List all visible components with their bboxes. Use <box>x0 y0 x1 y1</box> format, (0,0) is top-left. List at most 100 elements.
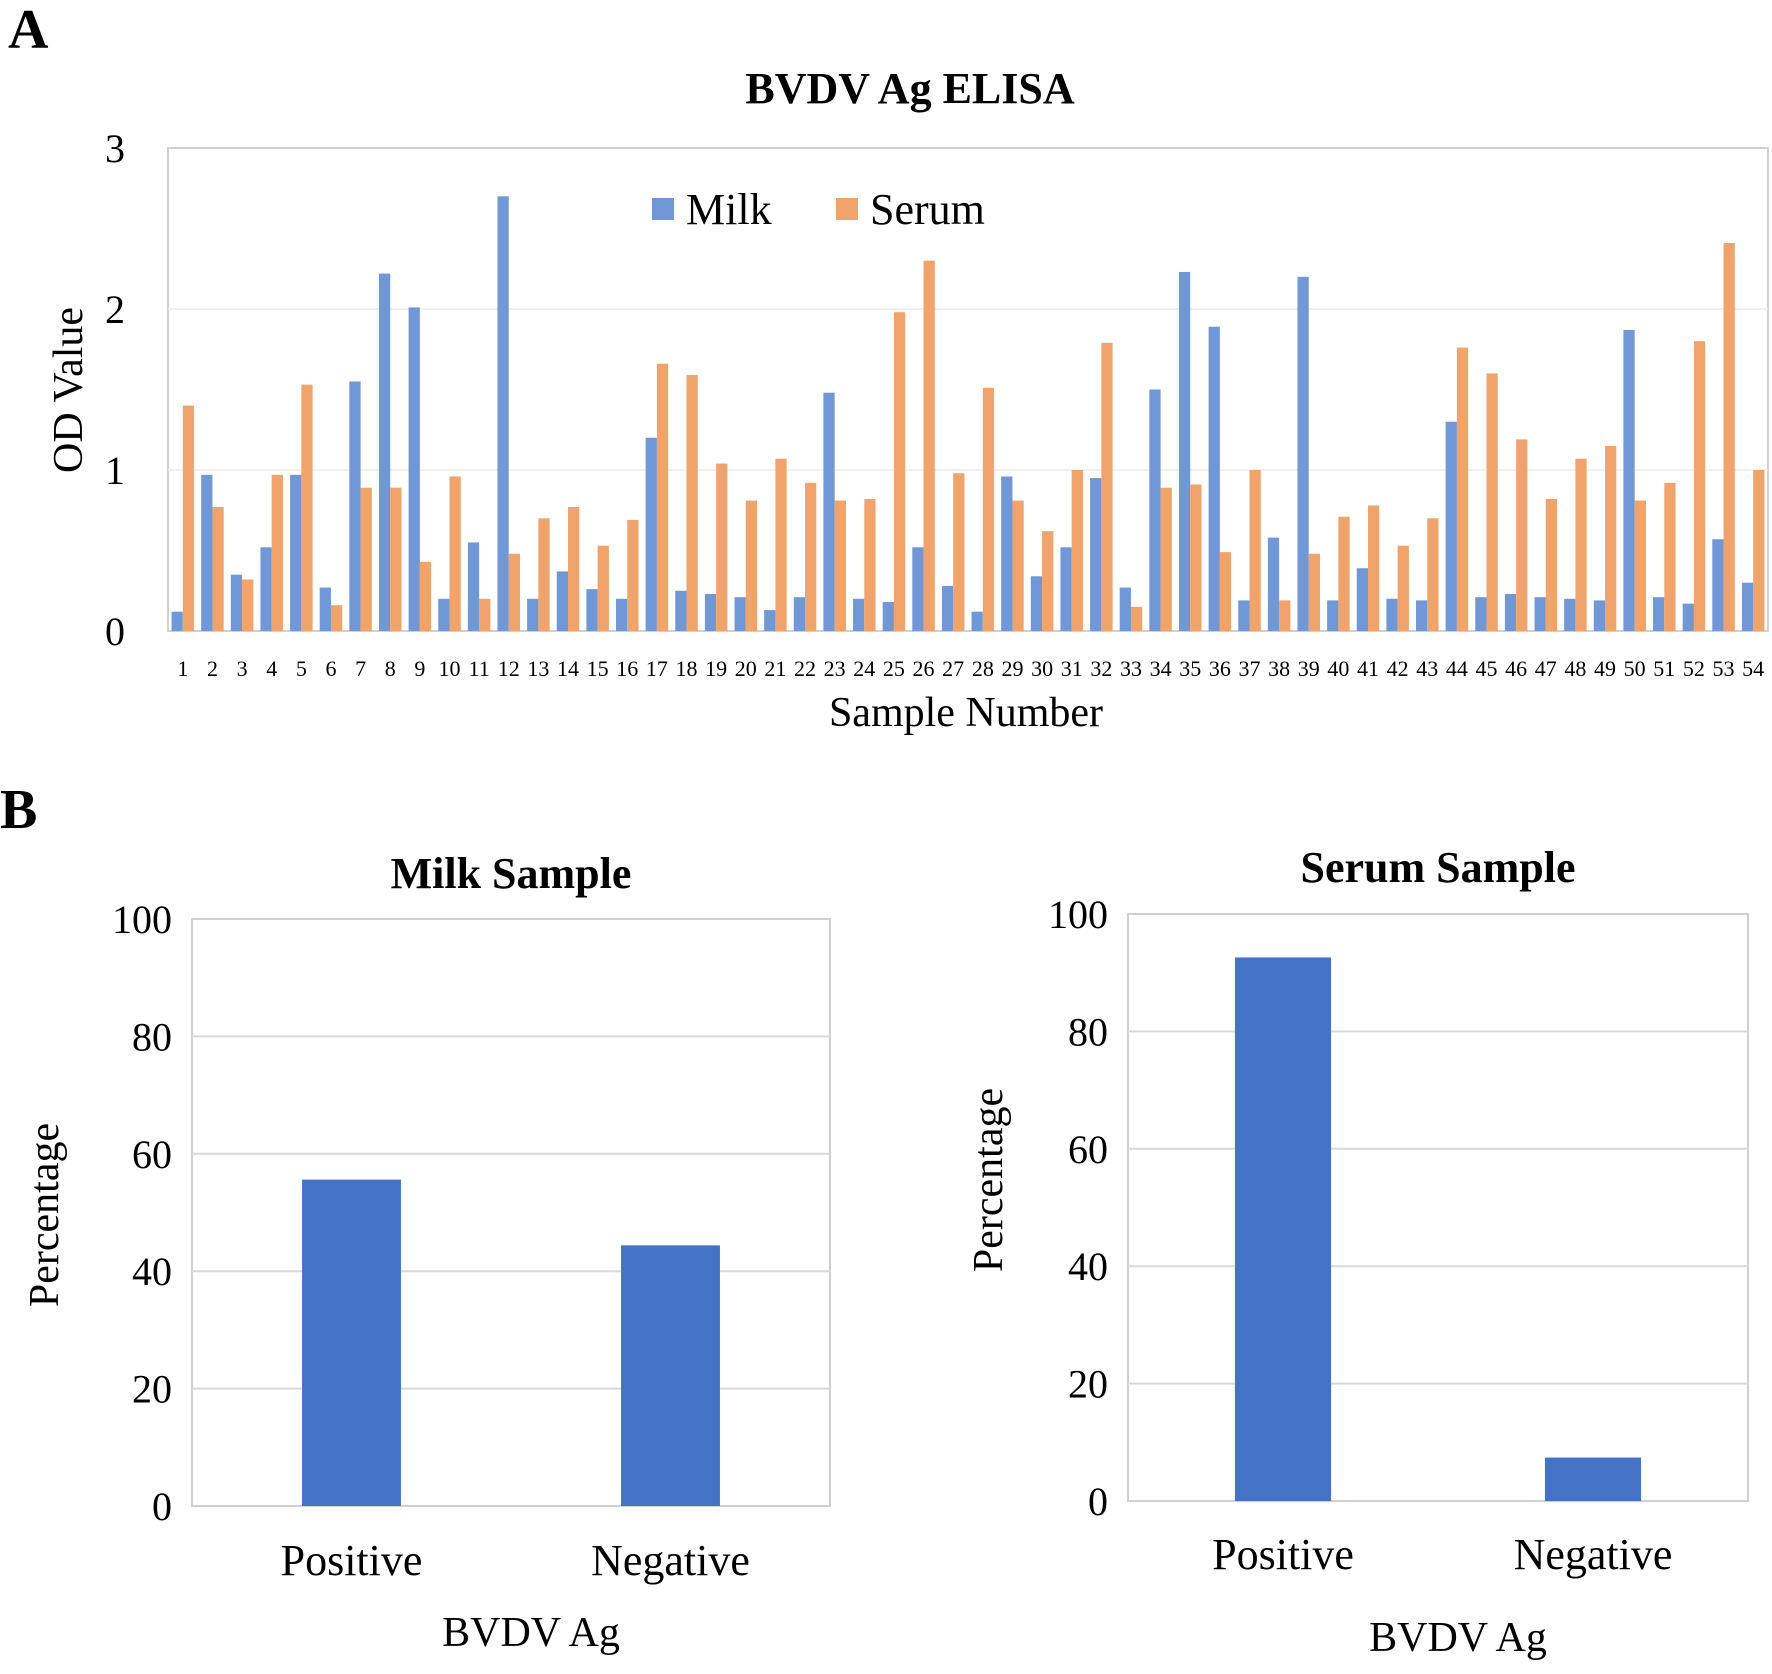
bar-serum <box>1368 505 1380 631</box>
y-tick-label: 20 <box>1068 1362 1108 1407</box>
x-tick-label: 21 <box>764 656 786 681</box>
x-tick-label: 46 <box>1505 656 1527 681</box>
x-tick-label: 36 <box>1209 656 1231 681</box>
bar-serum <box>390 487 402 631</box>
x-tick-label: 42 <box>1387 656 1409 681</box>
bar-milk <box>1060 547 1072 631</box>
bar-milk <box>1682 603 1694 631</box>
bar-milk <box>1504 593 1517 631</box>
bar-milk <box>527 598 539 631</box>
x-tick-label: 40 <box>1327 656 1349 681</box>
bar-serum <box>1012 500 1024 631</box>
bar-serum <box>1516 439 1528 631</box>
x-tick-label: 54 <box>1742 656 1764 681</box>
bar-milk <box>319 587 331 631</box>
bar-milk <box>201 474 213 631</box>
bar-serum <box>1130 606 1143 631</box>
bar-milk <box>1178 271 1191 631</box>
y-axis-label: OD Value <box>46 307 92 473</box>
bar-serum <box>1634 500 1646 631</box>
bar-serum <box>1397 545 1409 631</box>
bar-serum <box>360 487 372 631</box>
bar-milk <box>882 602 894 631</box>
bar-serum <box>1456 347 1469 631</box>
bar-milk <box>1090 478 1102 631</box>
bar-positive <box>1234 957 1332 1501</box>
bar-milk <box>823 392 835 631</box>
bar-serum <box>1279 600 1291 631</box>
bar-serum <box>1605 445 1617 631</box>
x-tick-label: 41 <box>1357 656 1379 681</box>
x-tick-label: 7 <box>355 656 366 681</box>
bar-serum <box>686 375 698 631</box>
bar-milk <box>1593 600 1606 631</box>
chart-title: BVDV Ag ELISA <box>745 64 1075 113</box>
bar-milk <box>556 571 568 631</box>
bar-serum <box>982 387 995 631</box>
bar-milk <box>764 610 776 631</box>
x-tick-label: 52 <box>1683 656 1705 681</box>
bar-milk <box>1445 421 1457 631</box>
x-tick-label: 15 <box>587 656 609 681</box>
x-tick-label: 43 <box>1416 656 1438 681</box>
bar-milk <box>1001 476 1013 631</box>
bar-serum <box>775 458 787 631</box>
bar-serum <box>1071 470 1083 631</box>
x-tick-label: 3 <box>237 656 248 681</box>
chart-title: Serum Sample <box>1301 843 1576 892</box>
x-tick-label: 49 <box>1594 656 1616 681</box>
bar-milk <box>1208 326 1220 631</box>
x-tick-label: 25 <box>883 656 905 681</box>
bar-serum <box>1575 458 1587 631</box>
bar-milk <box>1712 539 1724 631</box>
x-tick-label: 10 <box>438 656 460 681</box>
bar-serum <box>1249 470 1261 631</box>
bar-milk <box>793 597 806 631</box>
bar-serum <box>627 519 639 631</box>
x-tick-label: 12 <box>498 656 520 681</box>
bar-milk <box>1386 598 1398 631</box>
bar-serum <box>1308 553 1320 631</box>
x-tick-label: 48 <box>1564 656 1586 681</box>
y-tick-label: 100 <box>112 897 172 942</box>
y-tick-label: 3 <box>105 126 125 171</box>
x-tick-label: 14 <box>557 656 579 681</box>
bar-serum <box>479 598 491 631</box>
x-tick-label: Negative <box>1514 1530 1673 1579</box>
legend-label-serum: Serum <box>870 185 985 234</box>
x-tick-label: 37 <box>1238 656 1260 681</box>
x-tick-label: 23 <box>824 656 846 681</box>
bar-serum <box>716 463 728 631</box>
bar-serum <box>1753 470 1765 631</box>
bar-serum <box>1219 552 1232 631</box>
bar-milk <box>586 589 598 631</box>
x-tick-label: 1 <box>177 656 188 681</box>
bar-serum <box>923 260 935 631</box>
bar-serum <box>242 579 254 631</box>
bar-milk <box>734 597 746 631</box>
x-tick-label: Positive <box>281 1536 423 1585</box>
y-tick-label: 80 <box>1068 1009 1108 1054</box>
bar-negative <box>621 1245 720 1506</box>
bar-serum <box>1486 373 1498 631</box>
x-tick-label: 4 <box>266 656 277 681</box>
x-tick-label: 30 <box>1031 656 1053 681</box>
x-tick-label: 39 <box>1298 656 1320 681</box>
bar-milk <box>378 273 391 631</box>
bar-milk <box>290 474 302 631</box>
x-tick-label: 50 <box>1624 656 1646 681</box>
bar-milk <box>1149 389 1161 631</box>
x-tick-label: 20 <box>735 656 757 681</box>
x-tick-label: 5 <box>296 656 307 681</box>
bar-serum <box>597 545 609 631</box>
x-axis-label: BVDV Ag <box>442 1610 620 1656</box>
bar-milk <box>971 611 983 631</box>
plot-area-frame <box>191 918 831 1507</box>
bar-serum <box>953 473 965 631</box>
x-tick-label: 24 <box>853 656 875 681</box>
x-tick-label: 13 <box>527 656 549 681</box>
x-tick-label: 17 <box>646 656 668 681</box>
bar-milk <box>1327 600 1339 631</box>
bar-milk <box>1267 537 1280 631</box>
bar-serum <box>1160 487 1172 631</box>
